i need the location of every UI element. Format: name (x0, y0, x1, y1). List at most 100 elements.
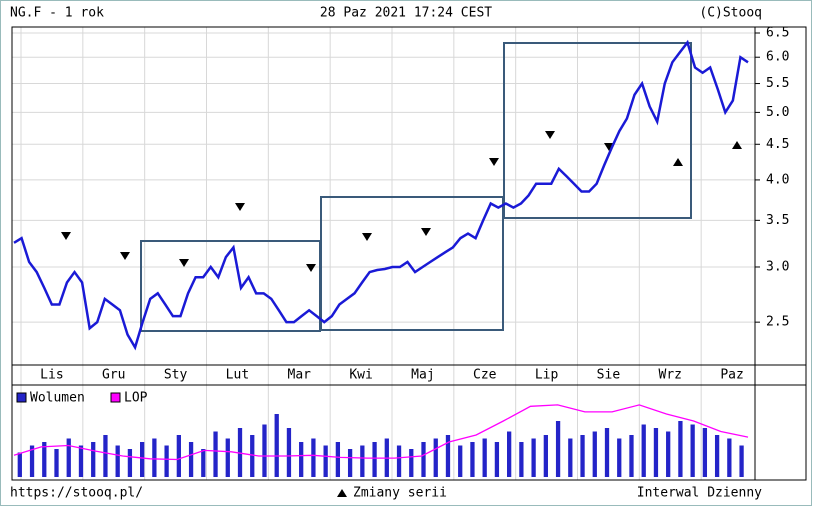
x-tick-label: Paz (720, 368, 743, 383)
volume-bar (201, 449, 206, 477)
price-line (13, 39, 749, 351)
volume-bar (347, 449, 353, 477)
volume-bar (580, 435, 585, 477)
y-tick-label: 6.5 (766, 25, 789, 40)
y-tick-label: 5.5 (766, 76, 789, 91)
volume-bar (543, 435, 548, 477)
x-tick-label: Wrz (659, 368, 682, 383)
chart-title: NG.F - 1 rok (10, 6, 104, 21)
volume-bar (115, 445, 120, 477)
volume-bar (702, 428, 708, 477)
volume-bar (482, 438, 487, 477)
marker-down (306, 264, 316, 272)
volume-bar (311, 438, 316, 477)
volume-bar (617, 438, 622, 477)
marker-down (604, 143, 614, 151)
x-tick-label: Sty (164, 368, 188, 383)
x-tick-label: Maj (411, 368, 434, 383)
y-tick-label: 2.5 (766, 315, 789, 330)
range-box (503, 42, 692, 219)
x-tick-label: Sie (597, 368, 621, 383)
volume-bar (54, 449, 59, 477)
volume-bar (274, 414, 279, 477)
volume-bar (421, 442, 426, 477)
range-box (320, 196, 504, 331)
volume-bar (568, 438, 573, 477)
legend-label: LOP (124, 391, 148, 406)
volume-bar (262, 424, 267, 477)
volume-bar (739, 445, 744, 477)
volume-bar (531, 438, 536, 477)
volume-bar (714, 435, 720, 477)
volume-bar (299, 442, 304, 477)
plot-border (11, 26, 807, 481)
volume-bar (592, 431, 597, 477)
x-tick-label: Kwi (349, 368, 372, 383)
volume-bar (286, 428, 292, 477)
volume-bar (127, 449, 133, 477)
volume-bar (507, 431, 512, 477)
y-tick-label: 6.0 (766, 50, 789, 65)
legend-swatch (110, 392, 121, 403)
volume-bar (250, 435, 255, 477)
volume-bar (445, 435, 451, 477)
volume-bar (519, 442, 524, 477)
volume-bar (409, 449, 414, 477)
x-tick-label: Cze (473, 368, 497, 383)
grid-vertical (12, 27, 755, 480)
lop-line (13, 404, 749, 461)
volume-bar (494, 442, 500, 477)
volume-bar (629, 435, 634, 477)
marker-down (120, 252, 130, 260)
volume-bar (140, 442, 145, 477)
volume-bar (360, 445, 365, 477)
legend-label: Wolumen (30, 391, 85, 406)
volume-bar (17, 452, 22, 477)
marker-down (545, 131, 555, 139)
y-tick-label: 3.0 (766, 259, 789, 274)
volume-bar (555, 421, 561, 477)
marker-up (673, 158, 683, 166)
marker-down (421, 228, 431, 236)
volume-bar (29, 445, 35, 477)
x-tick-label: Mar (288, 368, 312, 383)
x-tick-label: Lip (535, 368, 559, 383)
volume-bar (433, 438, 438, 477)
x-tick-label: Gru (102, 368, 125, 383)
volume-bar (176, 435, 181, 477)
marker-down (61, 232, 71, 240)
volume-bar (653, 428, 659, 477)
volume-bar (604, 428, 610, 477)
volume-bar (727, 438, 732, 477)
volume-bar (690, 424, 695, 477)
x-tick-label: Lut (226, 368, 249, 383)
volume-bar (188, 442, 194, 477)
marker-down (489, 158, 499, 166)
volume-bar (164, 445, 169, 477)
marker-down (179, 259, 189, 267)
footer-url: https://stooq.pl/ (10, 486, 143, 501)
volume-bar (678, 421, 683, 477)
y-tick-label: 5.0 (766, 105, 789, 120)
y-tick-label: 3.5 (766, 213, 789, 228)
volume-bar (103, 435, 108, 477)
volume-bar (225, 438, 230, 477)
y-tick-label: 4.5 (766, 137, 789, 152)
volume-bar (323, 445, 328, 477)
volume-bar (372, 442, 377, 477)
volume-bar (470, 442, 475, 477)
volume-bar (641, 424, 646, 477)
footer-legend: Zmiany serii (353, 486, 447, 501)
chart-date: 28 Paz 2021 17:24 CEST (320, 6, 492, 21)
series-change-markers (61, 131, 742, 497)
footer-interval: Interwal Dzienny (637, 486, 762, 501)
volume-bar (458, 445, 463, 477)
volume-bar (66, 438, 71, 477)
y-tick-label: 4.0 (766, 172, 789, 187)
volume-bar (42, 442, 47, 477)
chart-source: (C)Stooq (699, 6, 762, 21)
legend-marker-up (337, 489, 347, 497)
volume-bar (91, 442, 96, 477)
